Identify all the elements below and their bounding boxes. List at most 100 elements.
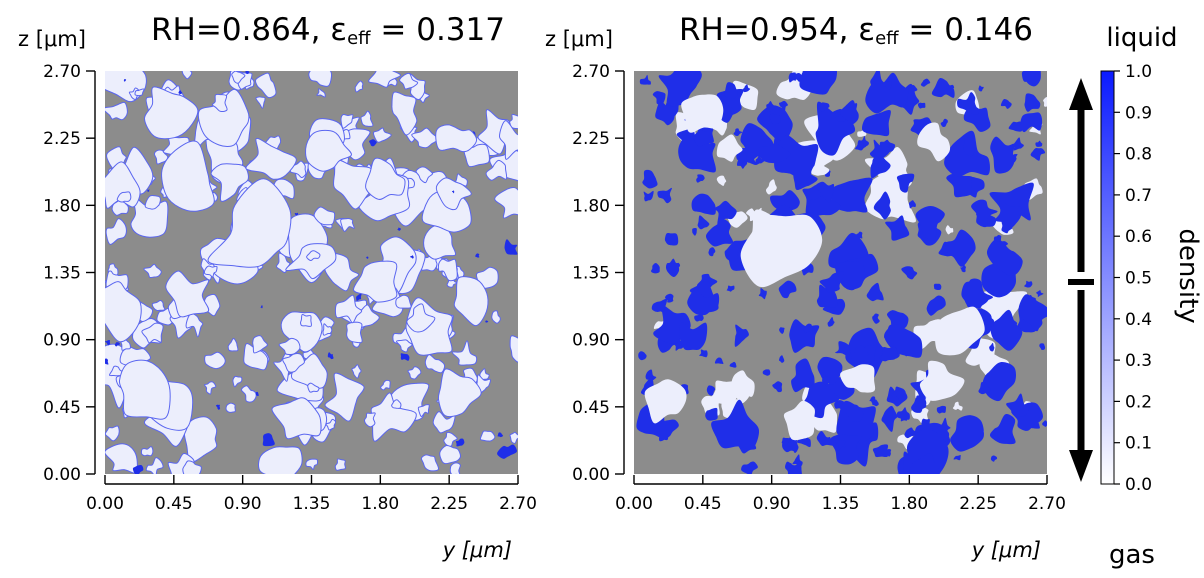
left-gas-pore <box>437 258 458 282</box>
right-panel: RH=0.954, εeff = 0.146 z [μm] 0.000.450.… <box>545 12 1066 562</box>
right-liquid-domain <box>901 266 918 280</box>
left-gas-pore <box>368 71 401 88</box>
right-liquid-domain <box>827 316 835 327</box>
left-gas-pore <box>395 294 412 309</box>
left-gas-pore <box>494 187 518 219</box>
left-gas-pore <box>399 72 419 90</box>
left-gas-pore <box>316 88 326 98</box>
left-liquid-domain <box>260 305 263 309</box>
right-gas-pore <box>952 401 963 411</box>
left-gas-pore <box>325 418 337 431</box>
right-liquid-domain <box>978 381 991 395</box>
left-gas-pore <box>313 206 336 226</box>
left-y-tick-label: 1.35 <box>43 264 81 284</box>
right-liquid-domain <box>803 323 813 334</box>
right-liquid-domain <box>772 381 783 393</box>
left-liquid-domain <box>356 293 362 302</box>
right-liquid-domain <box>896 407 910 420</box>
right-liquid-domain <box>652 91 666 105</box>
left-gas-pore <box>334 458 346 471</box>
left-gas-pore <box>280 311 323 353</box>
right-liquid-domain <box>757 105 793 145</box>
left-gas-pore <box>183 416 218 463</box>
right-liquid-domain <box>993 234 1002 242</box>
right-liquid-domain <box>989 182 1034 226</box>
right-liquid-domain <box>891 386 906 402</box>
right-liquid-domain <box>1000 98 1012 109</box>
right-liquid-domain <box>1039 343 1046 350</box>
left-gas-pore <box>105 101 128 121</box>
colorbar-label: density <box>1173 228 1203 323</box>
left-gas-pore <box>365 157 406 200</box>
left-gas-pore <box>475 266 499 289</box>
right-x-tick-label: 0.00 <box>615 494 653 514</box>
right-liquid-domain <box>965 278 993 309</box>
right-liquid-domain <box>1030 148 1046 161</box>
colorbar-tick-label: 0.6 <box>1125 227 1152 247</box>
left-gas-pore <box>407 366 422 380</box>
right-liquid-domain <box>846 404 864 422</box>
right-x-tick-label: 1.35 <box>822 494 860 514</box>
colorbar-tick-label: 0.8 <box>1125 145 1152 165</box>
right-liquid-domain <box>785 461 802 474</box>
left-gas-pore <box>258 446 303 474</box>
right-liquid-domain <box>658 71 702 107</box>
right-liquid-domain <box>642 169 658 189</box>
left-gas-pore <box>299 313 312 327</box>
right-liquid-domain <box>1042 420 1047 427</box>
right-liquid-domain <box>679 322 708 351</box>
left-gas-pore <box>491 310 501 324</box>
left-liquid-domain <box>497 432 504 438</box>
right-liquid-domain <box>926 295 946 316</box>
left-y-ticks: 0.00 0.45 0.90 1.35 1.80 2.25 2.70 <box>43 62 95 485</box>
left-liquid-domain <box>245 71 250 74</box>
right-gas-pore <box>681 94 724 133</box>
right-title: RH=0.954, εeff = 0.146 <box>679 12 1033 49</box>
left-gas-pore <box>509 335 518 363</box>
right-liquid-domain <box>696 174 705 183</box>
right-liquid-domain <box>1024 93 1041 112</box>
left-gas-pore <box>396 339 413 353</box>
left-heatmap-field <box>105 71 518 474</box>
right-liquid-domain <box>711 399 760 450</box>
right-x-tick-label: 2.70 <box>1028 494 1066 514</box>
left-gas-pore <box>105 425 120 442</box>
right-liquid-domain <box>822 376 831 387</box>
right-liquid-domain <box>896 173 915 193</box>
left-liquid-domain <box>327 352 334 360</box>
left-gas-pore <box>182 460 202 474</box>
right-liquid-domain <box>940 118 948 127</box>
left-gas-pore <box>203 381 217 395</box>
right-liquid-domain <box>770 190 800 213</box>
right-liquid-domain <box>714 200 737 225</box>
arrow-head-up <box>1069 78 1093 110</box>
right-liquid-domain <box>1023 71 1041 87</box>
left-y-tick-label: 2.25 <box>43 129 81 149</box>
left-gas-pore <box>145 457 164 474</box>
right-liquid-domain <box>706 385 716 396</box>
left-gas-pore <box>181 71 193 80</box>
left-gas-pore <box>340 218 355 232</box>
right-liquid-domain <box>820 102 830 112</box>
left-gas-pore <box>225 402 236 413</box>
right-liquid-domain <box>788 438 799 454</box>
left-gas-pore <box>443 431 458 447</box>
right-liquid-domain <box>708 247 716 257</box>
right-liquid-domain <box>882 80 892 90</box>
right-y-tick-label: 0.00 <box>572 465 610 485</box>
right-liquid-domain <box>792 454 803 467</box>
left-gas-pore <box>271 397 322 440</box>
left-gas-pore <box>479 430 496 442</box>
right-liquid-domain <box>705 219 734 247</box>
right-gas-pore <box>945 225 954 235</box>
right-liquid-domain <box>697 215 710 230</box>
left-x-tick-label: 0.45 <box>155 494 193 514</box>
left-title: RH=0.864, εeff = 0.317 <box>151 12 505 49</box>
right-liquid-domain <box>816 430 834 447</box>
right-liquid-domain <box>835 261 865 291</box>
left-y-tick-label: 0.00 <box>43 465 81 485</box>
left-liquid-domain <box>215 404 221 410</box>
right-liquid-domain <box>741 461 758 474</box>
right-liquid-domain <box>762 369 771 376</box>
